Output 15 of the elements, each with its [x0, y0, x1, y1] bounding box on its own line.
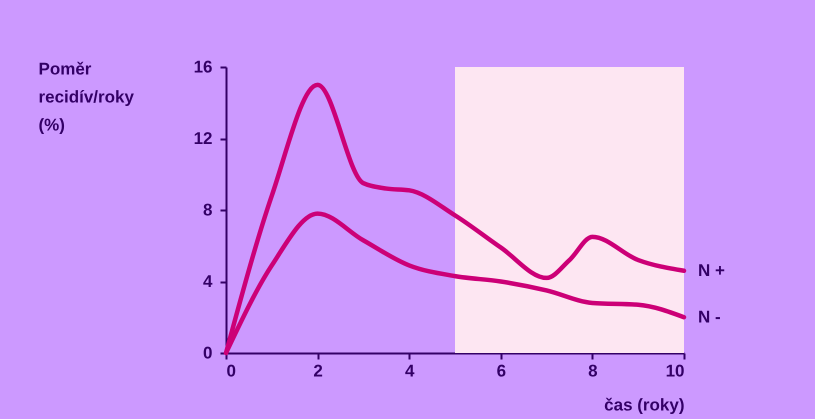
y-tick-label: 0 — [203, 344, 212, 362]
x-tick-label: 2 — [313, 362, 323, 380]
y-tick-label: 8 — [203, 200, 212, 220]
y-tick-label: 16 — [194, 58, 212, 76]
y-tick-label: 12 — [194, 129, 212, 148]
x-tick-label: 10 — [666, 362, 684, 380]
x-tick-label: 8 — [588, 362, 598, 380]
x-axis-title: čas (roky) — [604, 396, 684, 414]
y-axis-title: Poměr recidív/roky (%) — [38, 60, 134, 134]
x-tick-label: 4 — [404, 362, 415, 380]
series-label: N + — [698, 260, 725, 280]
x-tick-label: 0 — [226, 362, 236, 380]
x-tick-label: 6 — [496, 362, 506, 380]
y-tick-label: 4 — [203, 272, 214, 291]
series-label: N - — [698, 307, 721, 326]
